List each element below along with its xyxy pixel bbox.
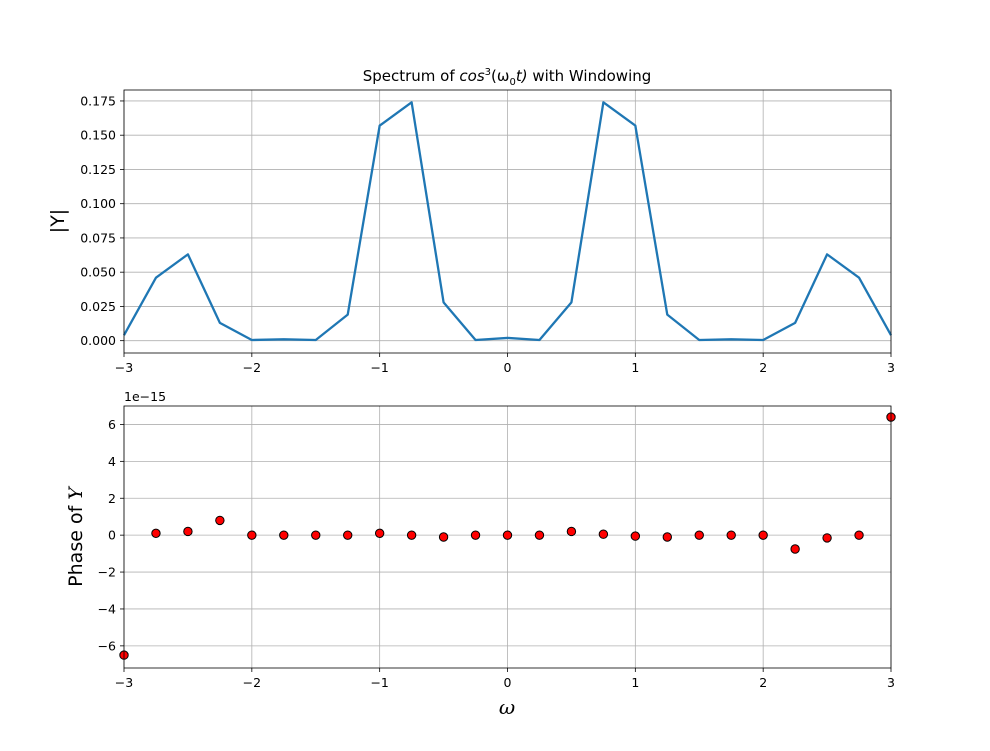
x-tick-label: −3 xyxy=(115,675,133,690)
phase-point xyxy=(343,530,353,540)
x-tick-label: 3 xyxy=(887,675,895,690)
y-tick-label: −4 xyxy=(98,601,116,616)
y-tick-label: 0.050 xyxy=(80,265,116,280)
phase-point xyxy=(151,528,161,539)
x-tick-label: −1 xyxy=(370,360,388,375)
y-tick-label: 0.150 xyxy=(80,128,116,143)
top-grid xyxy=(123,90,892,353)
phase-point xyxy=(215,515,225,526)
y-tick-label: 0 xyxy=(108,528,116,543)
magnitude-line xyxy=(122,101,893,342)
phase-point xyxy=(470,530,481,540)
phase-point xyxy=(630,531,641,541)
title-prefix: Spectrum of xyxy=(363,67,460,85)
y-tick-label: −6 xyxy=(98,638,116,653)
y-tick-label: 0.000 xyxy=(80,333,116,348)
y-tick-label: −2 xyxy=(98,565,116,580)
phase-point xyxy=(247,530,257,540)
title-math2: (ω xyxy=(491,67,509,85)
y-tick-label: 0.125 xyxy=(80,162,116,177)
x-tick-label: 0 xyxy=(504,675,512,690)
phase-point xyxy=(406,530,417,540)
y-tick-label: 0.175 xyxy=(80,93,116,108)
x-tick-label: −1 xyxy=(370,675,388,690)
top-series xyxy=(122,101,893,342)
top-x-ticks: −3 −2 −1 0 1 2 3 xyxy=(115,353,895,375)
x-tick-label: −3 xyxy=(115,360,133,375)
phase-point xyxy=(183,526,193,537)
x-tick-label: 0 xyxy=(504,360,512,375)
top-y-ticks: 0.000 0.025 0.050 0.075 0.100 0.125 0.150 0.175 xyxy=(80,93,124,348)
phase-point xyxy=(694,530,704,540)
bottom-x-ticks: −3 −2 −1 0 1 2 3 xyxy=(115,668,895,690)
title-sup: 3 xyxy=(485,67,491,78)
x-tick-label: 1 xyxy=(631,360,639,375)
title-math3: t) xyxy=(516,67,528,85)
y-tick-label: 0.100 xyxy=(80,196,116,211)
x-tick-label: 3 xyxy=(887,360,895,375)
title-suffix: with Windowing xyxy=(528,67,652,85)
x-tick-label: 1 xyxy=(631,675,639,690)
y-tick-label: 4 xyxy=(108,454,116,469)
phase-point xyxy=(790,544,800,554)
title-sub: 0 xyxy=(509,77,515,88)
x-axis-label: ω xyxy=(499,695,515,719)
y-tick-label: 0.075 xyxy=(80,230,116,245)
phase-point xyxy=(726,530,736,540)
y-tick-label: 0.025 xyxy=(80,299,116,314)
chart-title: Spectrum of cos3(ω0t) with Windowing xyxy=(363,67,652,88)
y-offset-text: 1e−15 xyxy=(124,389,166,404)
bottom-y-axis-label: Phase of Y xyxy=(65,485,87,587)
bottom-grid xyxy=(123,406,892,668)
x-tick-label: 2 xyxy=(759,360,767,375)
phase-point xyxy=(662,532,672,542)
magnitude-spectrum-chart: Spectrum of cos3(ω0t) with Windowing −3−… xyxy=(47,67,895,375)
phase-point xyxy=(311,530,321,540)
bottom-y-ticks: −6 −4 −2 0 2 4 6 xyxy=(98,417,124,653)
phase-point xyxy=(502,530,513,540)
top-y-axis-label: |Y| xyxy=(47,209,69,233)
phase-point xyxy=(822,533,832,543)
phase-point xyxy=(566,526,577,537)
title-math: cos xyxy=(459,67,484,85)
ylabel-prefix: Phase of xyxy=(65,500,87,587)
phase-chart: −3 −2 −1 0 1 2 3 −6 −4 −2 0 2 4 6 1e−15 Phase of Y ω xyxy=(65,389,896,719)
ylabel-var: Y xyxy=(65,485,87,500)
phase-point xyxy=(279,530,289,540)
phase-point xyxy=(534,530,545,540)
phase-point xyxy=(758,530,768,540)
x-tick-label: −2 xyxy=(243,360,261,375)
y-tick-label: 2 xyxy=(108,491,116,506)
phase-point xyxy=(598,529,609,539)
x-tick-label: 2 xyxy=(759,675,767,690)
y-tick-label: 6 xyxy=(108,417,116,432)
phase-point xyxy=(854,530,864,540)
phase-point xyxy=(438,532,449,542)
phase-point xyxy=(374,528,385,539)
x-tick-label: −2 xyxy=(243,675,261,690)
